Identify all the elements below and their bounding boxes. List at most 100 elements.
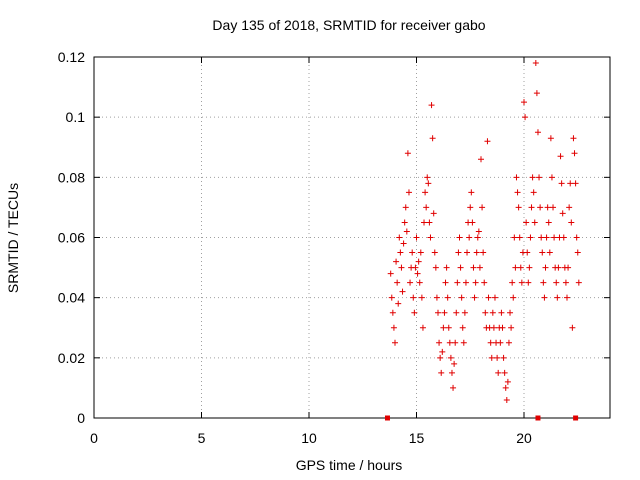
x-tick-label: 10 (301, 430, 317, 446)
data-point (528, 204, 535, 211)
data-point (521, 99, 527, 106)
data-point (441, 309, 448, 316)
data-point (505, 339, 512, 346)
data-point (479, 204, 486, 211)
data-point (499, 324, 506, 331)
data-point (459, 324, 466, 331)
y-tick-label: 0.02 (58, 350, 85, 366)
data-point (457, 264, 464, 271)
data-point (429, 135, 436, 142)
data-point (527, 234, 534, 241)
data-point (512, 264, 519, 271)
data-point (533, 90, 540, 97)
data-point (388, 294, 395, 301)
data-point (491, 294, 498, 301)
data-point (518, 279, 525, 286)
data-point (542, 264, 549, 271)
data-point (389, 309, 396, 316)
data-point (401, 219, 408, 226)
data-point (539, 249, 546, 256)
data-point (393, 258, 400, 265)
data-point (557, 153, 564, 160)
y-tick-label: 0.06 (58, 230, 85, 246)
data-point (425, 180, 432, 187)
data-point (571, 150, 578, 157)
data-point (411, 309, 418, 316)
data-point (400, 240, 407, 247)
y-tick-label: 0.04 (58, 290, 85, 306)
x-tick-label: 5 (198, 430, 206, 446)
data-point (495, 369, 502, 376)
data-point (516, 234, 523, 241)
data-point (443, 264, 450, 271)
y-tick-label: 0 (77, 410, 85, 426)
data-point (453, 309, 460, 316)
data-point (392, 339, 398, 346)
data-point (456, 234, 463, 241)
data-point (426, 219, 433, 226)
data-point (566, 204, 573, 211)
data-point (547, 135, 554, 142)
data-point (562, 279, 569, 286)
data-point (575, 279, 582, 286)
data-point (522, 114, 529, 121)
data-point (428, 102, 435, 109)
data-point (524, 249, 531, 256)
data-point (510, 294, 517, 301)
data-point (412, 264, 419, 271)
data-point (480, 249, 487, 256)
data-point (478, 156, 484, 163)
data-point (509, 279, 516, 286)
data-point (517, 264, 524, 271)
data-point (398, 264, 405, 271)
data-point (551, 234, 558, 241)
data-point (498, 309, 505, 316)
data-point (559, 210, 566, 217)
data-point (435, 309, 441, 316)
data-point (395, 300, 402, 307)
data-point (482, 309, 489, 316)
data-point (526, 264, 533, 271)
data-point (410, 294, 417, 301)
data-point (455, 249, 462, 256)
data-point (461, 309, 468, 316)
data-point (450, 384, 457, 391)
data-point (531, 219, 538, 226)
data-point (419, 324, 426, 331)
data-point (404, 150, 411, 157)
data-point (462, 279, 469, 286)
data-point (471, 294, 478, 301)
data-point (550, 204, 557, 211)
data-point (514, 189, 521, 196)
data-point (415, 258, 422, 265)
data-point (544, 204, 551, 211)
data-point (445, 324, 452, 331)
data-point (500, 354, 507, 361)
data-point (468, 189, 475, 196)
data-point (507, 309, 514, 316)
data-point (487, 339, 494, 346)
data-point (417, 249, 424, 256)
data-point (448, 369, 455, 376)
data-point (447, 354, 454, 361)
data-point (416, 279, 423, 286)
data-point (568, 219, 575, 226)
data-point (397, 249, 404, 256)
y-axis-label: SRMTID / TECUs (5, 183, 21, 293)
data-point (433, 294, 440, 301)
x-tick-label: 0 (90, 430, 98, 446)
data-point (474, 234, 481, 241)
data-point (536, 174, 543, 181)
data-point (473, 249, 480, 256)
data-point (572, 180, 579, 187)
data-point (407, 279, 414, 286)
data-point (402, 204, 409, 211)
data-point (464, 249, 471, 256)
data-point (472, 279, 479, 286)
data-point (494, 354, 501, 361)
data-point (570, 135, 577, 142)
data-point (569, 324, 576, 331)
data-point (548, 174, 555, 181)
data-point (444, 294, 451, 301)
data-point (418, 294, 425, 301)
